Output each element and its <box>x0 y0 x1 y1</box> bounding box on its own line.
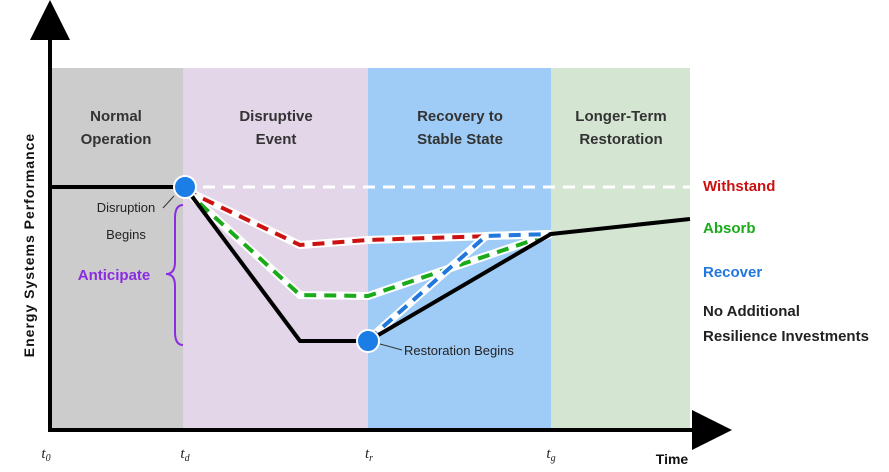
legend-no-additional-2: Resilience Investments <box>703 328 869 345</box>
phase-recovery-title-2: Stable State <box>417 131 503 148</box>
phase-normal-operation-bg <box>50 68 183 430</box>
phase-longer-term-bg <box>551 68 690 430</box>
anticipate-label: Anticipate <box>78 267 151 284</box>
phase-longer-term-title-1: Longer-Term <box>575 108 666 125</box>
legend-recover: Recover <box>703 264 762 281</box>
restoration-begins-label: Restoration Begins <box>404 343 514 358</box>
legend-withstand: Withstand <box>703 178 775 195</box>
y-axis-label: Energy Systems Performance <box>21 133 37 357</box>
disruption-leader-line <box>162 195 175 209</box>
phase-recovery-title-1: Recovery to <box>417 108 503 125</box>
tick-t0: t0 <box>41 446 50 464</box>
absorb-path <box>183 188 552 299</box>
phase-longer-term-title-2: Restoration <box>579 131 662 148</box>
tick-td: td <box>180 446 190 464</box>
legend-absorb: Absorb <box>703 220 756 237</box>
x-axis-label: Time <box>656 451 689 467</box>
disruption-marker <box>173 175 197 199</box>
tick-tr: tr <box>365 446 373 464</box>
restoration-leader-line <box>379 343 403 351</box>
baseline-performance-path <box>50 185 691 343</box>
anticipate-brace <box>165 204 184 346</box>
phase-disruptive-title-2: Event <box>256 131 297 148</box>
restoration-marker <box>356 329 380 353</box>
phase-normal-title-1: Normal <box>90 108 142 125</box>
withstand-path <box>184 188 552 248</box>
disruption-begins-label-1: Disruption <box>97 200 156 215</box>
tick-tg: tg <box>546 446 555 464</box>
recover-path <box>366 232 552 342</box>
phase-disruptive-title-1: Disruptive <box>239 108 312 125</box>
disruption-begins-label-2: Begins <box>106 227 146 242</box>
phase-recovery-bg <box>368 68 551 430</box>
phase-disruptive-event-bg <box>183 68 368 430</box>
phase-normal-title-2: Operation <box>81 131 152 148</box>
legend-no-additional-1: No Additional <box>703 303 800 320</box>
